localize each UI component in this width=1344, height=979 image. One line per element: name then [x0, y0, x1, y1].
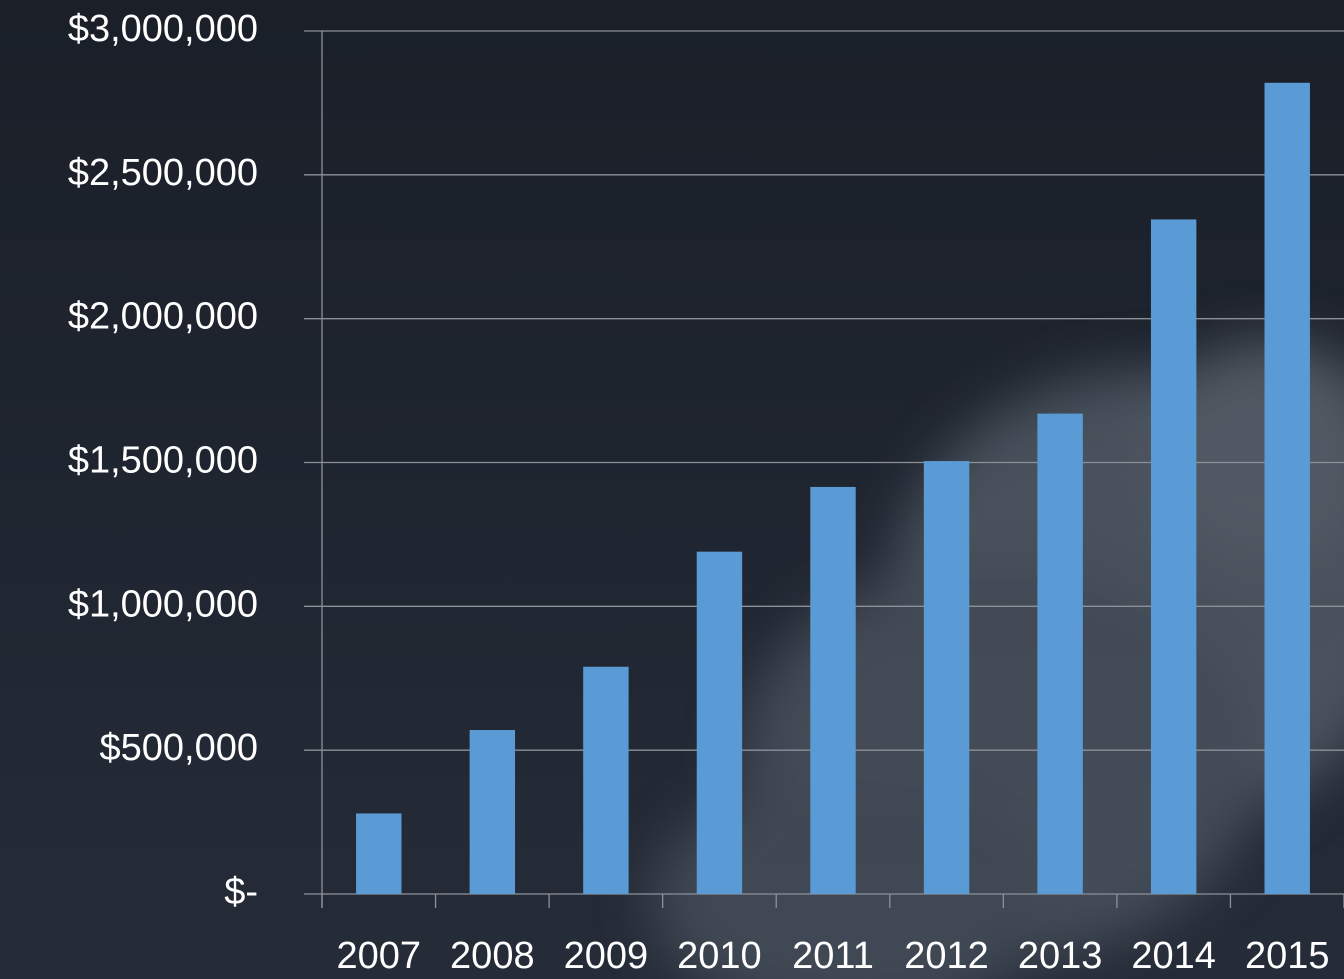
- y-tick-label: $1,500,000: [68, 440, 258, 482]
- x-tick-label: 2013: [1018, 935, 1103, 977]
- bar: [469, 730, 516, 894]
- y-tick-label: $500,000: [100, 727, 259, 769]
- bar: [583, 666, 629, 894]
- y-tick-label: $3,000,000: [68, 8, 258, 50]
- x-tick-label: 2010: [677, 935, 762, 977]
- bar: [1264, 82, 1310, 894]
- x-tick-label: 2008: [450, 935, 535, 977]
- y-tick-label: $-: [224, 871, 258, 913]
- bar: [1037, 413, 1083, 894]
- y-tick-label: $2,000,000: [68, 296, 258, 338]
- x-tick-label: 2009: [564, 935, 649, 977]
- bar: [356, 813, 402, 894]
- y-tick-label: $2,500,000: [68, 152, 258, 194]
- bar: [923, 461, 970, 894]
- cloud: [650, 340, 1344, 979]
- bar: [696, 551, 743, 894]
- x-tick-label: 2007: [337, 935, 422, 977]
- x-tick-label: 2014: [1131, 935, 1216, 977]
- y-tick-label: $1,000,000: [68, 583, 258, 625]
- x-tick-label: 2012: [904, 935, 989, 977]
- x-tick-label: 2011: [792, 935, 874, 977]
- x-tick-label: 2015: [1245, 935, 1330, 977]
- bar: [1150, 219, 1197, 895]
- bar: [810, 486, 856, 894]
